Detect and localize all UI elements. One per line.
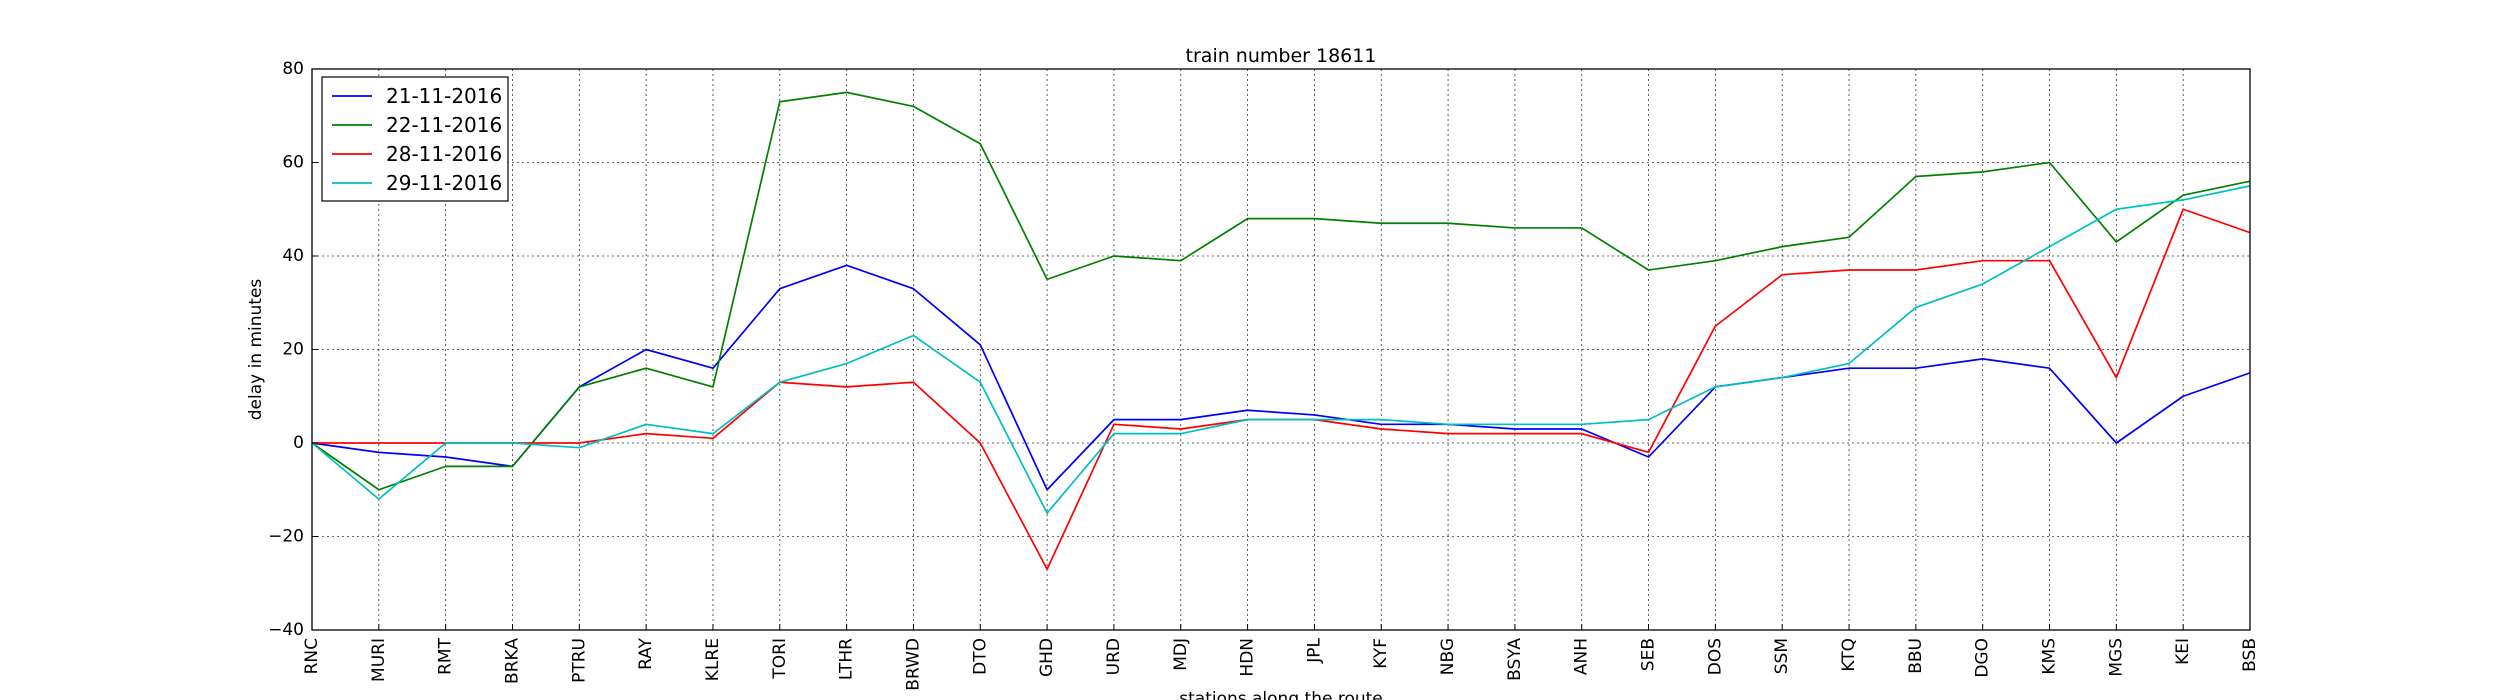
x-tick-label: MURI — [369, 638, 389, 682]
grid-layer — [312, 69, 2250, 630]
x-tick-label: MDJ — [1171, 638, 1191, 671]
x-tick-label: RAY — [636, 637, 656, 669]
legend-label-4: 29-11-2016 — [386, 171, 502, 195]
x-tick-label: BBU — [1906, 638, 1926, 674]
y-tick-label: 0 — [293, 433, 304, 453]
x-tick-label: KLRE — [703, 638, 723, 681]
x-tick-label: KYF — [1371, 638, 1391, 669]
series-layer — [311, 91, 2251, 571]
y-tick-label: 40 — [282, 246, 304, 266]
legend-label-1: 21-11-2016 — [386, 84, 502, 108]
x-tick-label: DOS — [1705, 638, 1725, 675]
x-tick-label: KEI — [2173, 638, 2193, 665]
x-tick-label: BSB — [2240, 638, 2260, 672]
series-line-1 — [311, 264, 2251, 491]
x-tick-label: KMS — [2040, 638, 2060, 675]
tick-layer: RNC MURI RMT BRKA PTRU RAY KLRE TORI LTHR BRWD DTO… — [268, 59, 2260, 691]
y-tick-label: −40 — [268, 620, 304, 640]
x-tick-label: HDN — [1238, 638, 1258, 677]
legend: 21-11-2016 22-11-2016 28-11-2016 29-11-2016 — [321, 76, 509, 202]
x-tick-label: DTO — [970, 638, 990, 675]
x-tick-label: SEB — [1639, 638, 1659, 671]
x-axis-label: stations along the route — [1179, 689, 1383, 700]
y-tick-label: 60 — [282, 153, 304, 173]
x-tick-label: ANH — [1572, 638, 1592, 675]
x-tick-label: BRKA — [502, 638, 522, 684]
series-line-2 — [311, 91, 2251, 491]
x-tick-label: BRWD — [903, 638, 923, 691]
x-tick-label: GHD — [1037, 638, 1057, 677]
x-tick-label: SSM — [1772, 638, 1792, 674]
x-tick-label: MGS — [2106, 638, 2126, 677]
legend-label-3: 28-11-2016 — [386, 142, 502, 166]
x-tick-label: KTQ — [1839, 638, 1859, 672]
legend-label-2: 22-11-2016 — [386, 113, 502, 137]
x-tick-label: URD — [1104, 638, 1124, 675]
x-tick-label: LTHR — [837, 638, 857, 680]
x-tick-label: NBG — [1438, 638, 1458, 675]
y-tick-label: 20 — [282, 340, 304, 360]
x-tick-label: TORI — [770, 638, 790, 680]
x-tick-label: PTRU — [569, 638, 589, 683]
x-tick-label: RMT — [436, 637, 456, 674]
x-tick-label: RNC — [302, 638, 322, 674]
y-tick-label: −20 — [268, 527, 304, 547]
x-tick-label: BSYA — [1505, 638, 1525, 681]
series-line-4 — [311, 185, 2251, 514]
y-tick-label: 80 — [282, 59, 304, 79]
legend-box — [321, 76, 509, 202]
y-axis-label: delay in minutes — [246, 279, 266, 421]
chart-title: train number 18611 — [1186, 45, 1377, 67]
x-tick-label: DGO — [1973, 638, 1993, 678]
x-tick-label: JPL — [1304, 637, 1324, 663]
